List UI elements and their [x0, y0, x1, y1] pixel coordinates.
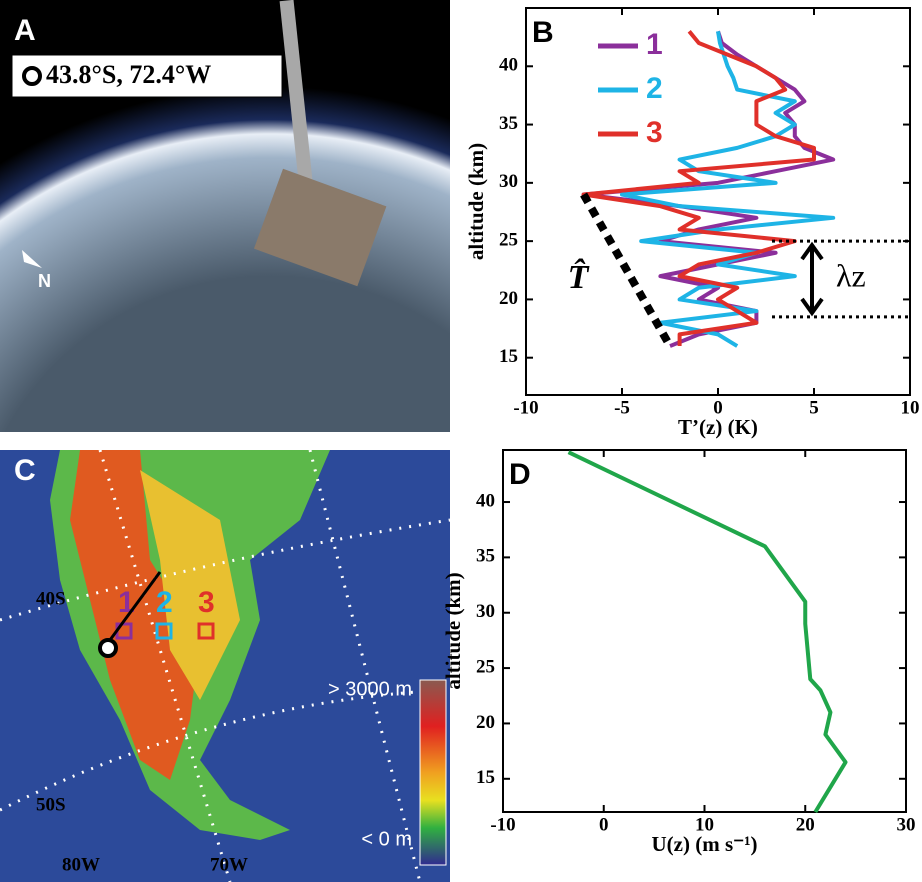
north-label: N	[38, 271, 51, 291]
location: 43.8°S, 72.4°W	[46, 60, 211, 89]
site-label: 3	[198, 586, 215, 619]
legend-label: 2	[646, 72, 663, 105]
colorbar-top: > 3000 m	[328, 678, 412, 700]
envelope-label: T̂	[568, 257, 590, 296]
y-tick-label: 15	[499, 346, 518, 367]
site-label: 2	[156, 586, 173, 619]
figure: A 43.8°S, 72.4°W N C 40S 50S 80W 70W > 3…	[0, 0, 922, 882]
y-tick-label: 40	[476, 490, 495, 511]
y-tick-label: 25	[476, 656, 495, 677]
site-marker	[100, 640, 116, 656]
series-line	[568, 452, 845, 812]
x-tick-label: 10	[901, 397, 920, 418]
site-label: 1	[118, 586, 135, 619]
legend-label: 3	[646, 116, 663, 149]
y-tick-label: 15	[476, 767, 495, 788]
y-tick-label: 35	[499, 113, 518, 134]
y-tick-label: 30	[476, 601, 495, 622]
colorbar	[420, 680, 446, 865]
y-tick-label: 20	[499, 288, 518, 309]
panel-label: A	[14, 14, 36, 47]
x-tick-label: -5	[614, 397, 630, 418]
x-axis-label: T’(z) (K)	[678, 415, 758, 439]
y-axis-label: altitude (km)	[441, 572, 465, 689]
wavelength-arrow	[802, 245, 822, 313]
x-tick-label: 20	[796, 814, 815, 835]
plot-frame	[503, 450, 906, 812]
x-axis-label: U(z) (m s⁻¹)	[651, 832, 757, 856]
y-tick-label: 20	[476, 712, 495, 733]
panel-label: C	[14, 454, 36, 487]
y-axis-label: altitude (km)	[464, 143, 488, 260]
x-tick-label: 0	[599, 814, 609, 835]
lat-label: 50S	[36, 794, 66, 815]
envelope	[584, 195, 670, 347]
x-tick-label: 5	[809, 397, 819, 418]
x-tick-label: 30	[897, 814, 916, 835]
legend-label: 1	[646, 28, 663, 61]
y-tick-label: 30	[499, 171, 518, 192]
lat-label: 40S	[36, 588, 66, 609]
lon-label: 80W	[62, 854, 100, 875]
y-tick-label: 25	[499, 229, 518, 250]
panel-label: B	[532, 16, 554, 49]
map-panel: C 40S 50S 80W 70W > 3000 m < 0 m 1 2 3	[0, 450, 450, 882]
panel-label: D	[509, 458, 531, 491]
x-tick-label: -10	[490, 814, 515, 835]
wavelength-label: λz	[836, 257, 866, 293]
y-tick-label: 40	[499, 55, 518, 76]
colorbar-bottom: < 0 m	[361, 828, 412, 850]
lon-label: 70W	[210, 854, 248, 875]
y-tick-label: 35	[476, 546, 495, 567]
x-tick-label: -10	[513, 397, 538, 418]
photo-panel: A 43.8°S, 72.4°W N	[0, 0, 450, 432]
